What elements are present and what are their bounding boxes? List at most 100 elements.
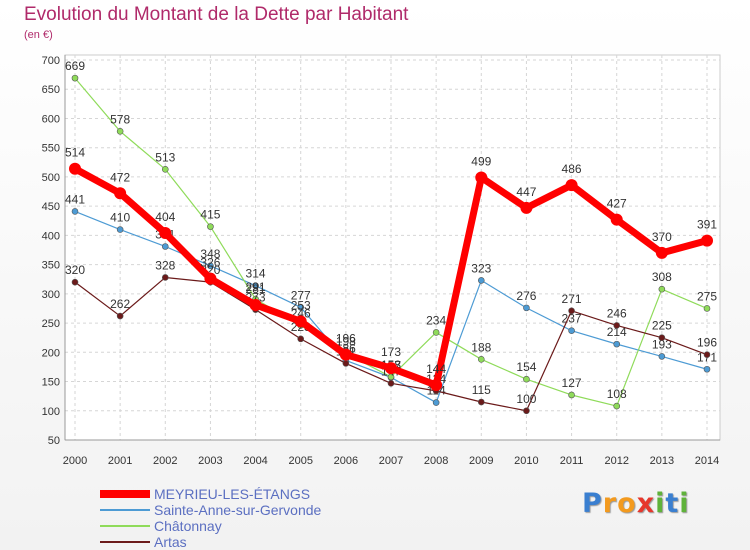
y-tick-label: 500 bbox=[42, 172, 60, 184]
data-label: 513 bbox=[155, 150, 175, 164]
logo-letter: P bbox=[582, 488, 603, 519]
legend-swatch bbox=[100, 525, 150, 527]
data-point bbox=[701, 234, 713, 247]
data-label: 472 bbox=[110, 170, 130, 184]
logo-letter: r bbox=[602, 488, 618, 519]
data-label: 499 bbox=[471, 155, 491, 169]
y-tick-label: 250 bbox=[42, 318, 60, 330]
logo-letter: i bbox=[679, 488, 690, 519]
data-point bbox=[523, 304, 530, 312]
data-point bbox=[297, 335, 305, 343]
data-label: 173 bbox=[381, 345, 401, 359]
data-point bbox=[71, 278, 79, 286]
x-tick-label: 2011 bbox=[560, 455, 584, 467]
x-tick-label: 2013 bbox=[650, 455, 674, 467]
legend-swatch bbox=[100, 541, 150, 543]
x-tick-label: 2004 bbox=[243, 455, 267, 467]
data-point bbox=[568, 327, 575, 334]
data-point bbox=[523, 407, 530, 415]
x-tick-label: 2012 bbox=[604, 455, 628, 467]
data-point bbox=[703, 305, 711, 312]
x-tick-label: 2003 bbox=[198, 455, 222, 467]
y-tick-label: 650 bbox=[42, 84, 60, 96]
data-label: 253 bbox=[291, 298, 311, 312]
data-point bbox=[207, 262, 214, 270]
data-point bbox=[432, 399, 440, 406]
logo-letter: x bbox=[636, 488, 656, 519]
data-label: 669 bbox=[65, 59, 85, 73]
data-point bbox=[339, 348, 352, 361]
y-tick-label: 700 bbox=[42, 55, 60, 67]
legend-item: Châtonnay bbox=[100, 518, 321, 534]
data-point bbox=[523, 375, 530, 383]
data-label: 281 bbox=[246, 282, 266, 296]
data-label: 144 bbox=[426, 362, 446, 376]
x-tick-label: 2000 bbox=[63, 455, 87, 467]
data-label: 115 bbox=[472, 383, 491, 397]
data-point bbox=[613, 322, 621, 329]
data-label: 314 bbox=[246, 267, 266, 281]
data-point bbox=[477, 398, 485, 406]
data-label: 154 bbox=[516, 360, 536, 374]
data-label: 100 bbox=[516, 392, 536, 406]
y-tick-label: 150 bbox=[42, 377, 60, 389]
data-label: 276 bbox=[516, 289, 536, 303]
data-label: 225 bbox=[652, 319, 672, 333]
data-point bbox=[430, 379, 443, 392]
data-label: 415 bbox=[200, 208, 220, 222]
data-point bbox=[207, 223, 214, 230]
data-label: 291 bbox=[246, 280, 266, 294]
data-point bbox=[655, 246, 668, 259]
data-point bbox=[114, 187, 127, 200]
data-point bbox=[249, 298, 262, 311]
data-label: 514 bbox=[65, 146, 85, 160]
data-point bbox=[565, 179, 578, 192]
data-label: 404 bbox=[155, 210, 175, 224]
data-label: 196 bbox=[336, 332, 356, 346]
data-label: 246 bbox=[607, 306, 627, 320]
data-point bbox=[568, 391, 575, 399]
legend-label: Artas bbox=[154, 534, 187, 550]
data-point bbox=[71, 208, 79, 215]
data-point bbox=[658, 353, 666, 360]
data-label: 326 bbox=[200, 256, 220, 270]
y-tick-label: 350 bbox=[42, 260, 60, 272]
data-label: 427 bbox=[607, 197, 627, 211]
x-tick-label: 2001 bbox=[108, 455, 132, 467]
data-point bbox=[71, 74, 79, 82]
data-label: 328 bbox=[155, 258, 175, 272]
legend-label: Châtonnay bbox=[154, 518, 222, 534]
y-tick-label: 600 bbox=[42, 113, 60, 125]
y-tick-label: 200 bbox=[42, 347, 60, 359]
data-point bbox=[475, 171, 488, 184]
logo-letter: o bbox=[617, 488, 637, 519]
data-point bbox=[613, 402, 621, 410]
data-label: 441 bbox=[65, 192, 85, 206]
proxiti-logo: Proxiti bbox=[582, 488, 690, 519]
data-label: 370 bbox=[652, 230, 672, 244]
data-label: 320 bbox=[65, 263, 85, 277]
chart-title: Evolution du Montant de la Dette par Hab… bbox=[24, 4, 409, 25]
legend-label: Sainte-Anne-sur-Gervonde bbox=[154, 502, 322, 518]
data-point bbox=[387, 379, 395, 387]
data-label: 127 bbox=[562, 376, 582, 390]
logo-letter: t bbox=[665, 488, 680, 519]
data-point bbox=[159, 227, 172, 240]
x-tick-label: 2007 bbox=[379, 455, 403, 467]
data-label: 486 bbox=[562, 162, 582, 176]
data-label: 410 bbox=[110, 211, 130, 225]
data-point bbox=[477, 277, 485, 284]
x-tick-label: 2006 bbox=[334, 455, 358, 467]
data-point bbox=[297, 303, 305, 311]
data-point bbox=[342, 360, 350, 367]
data-point bbox=[69, 162, 81, 175]
data-point bbox=[658, 285, 666, 293]
data-point bbox=[161, 243, 169, 250]
data-point bbox=[252, 282, 259, 289]
chart-legend: MEYRIEU-LES-ÉTANGS Sainte-Anne-sur-Gervon… bbox=[100, 486, 321, 550]
legend-label: MEYRIEU-LES-ÉTANGS bbox=[154, 486, 311, 502]
data-label: 348 bbox=[200, 247, 220, 261]
legend-item: Sainte-Anne-sur-Gervonde bbox=[100, 502, 321, 518]
data-label: 196 bbox=[697, 336, 717, 350]
